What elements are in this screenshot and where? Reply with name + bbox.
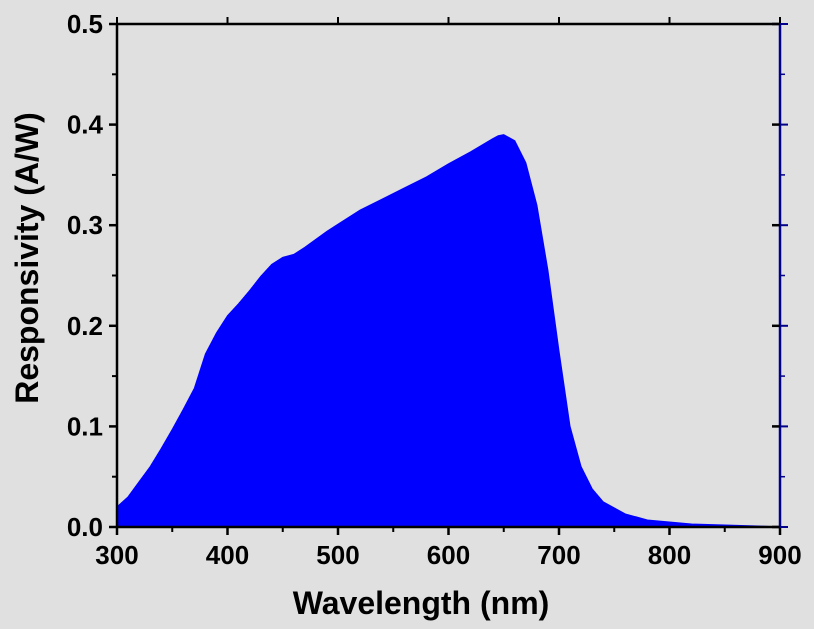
y-tick-label-0.3: 0.3 — [67, 210, 103, 240]
x-tick-label-400: 400 — [206, 540, 249, 570]
y-tick-label-0.2: 0.2 — [67, 311, 103, 341]
y-tick-label-0.4: 0.4 — [67, 110, 104, 140]
x-tick-label-700: 700 — [537, 540, 580, 570]
y-axis-title: Responsivity (A/W) — [9, 112, 45, 404]
area-layer — [116, 134, 781, 528]
x-axis-title: Wavelength (nm) — [293, 585, 550, 621]
responsivity-area-0 — [116, 134, 781, 528]
x-tick-label-900: 900 — [758, 540, 801, 570]
tick-layer — [109, 17, 788, 535]
x-tick-label-600: 600 — [427, 540, 470, 570]
x-tick-label-500: 500 — [316, 540, 359, 570]
y-tick-label-0.1: 0.1 — [67, 411, 103, 441]
x-tick-label-300: 300 — [95, 540, 138, 570]
y-tick-label-0.5: 0.5 — [67, 9, 103, 39]
x-tick-label-800: 800 — [648, 540, 691, 570]
label-layer: 300 400 500 600 700 800 900 0.0 0.1 0.2 0.3 0.4 0.5 — [67, 9, 802, 570]
y-tick-label-0: 0.0 — [67, 512, 103, 542]
